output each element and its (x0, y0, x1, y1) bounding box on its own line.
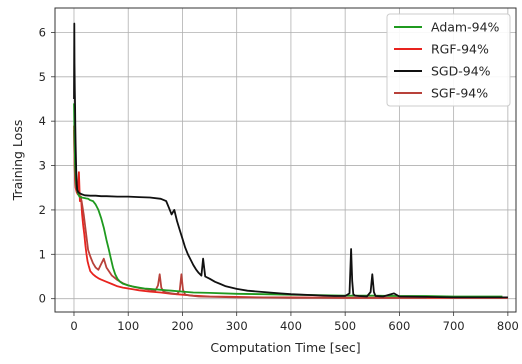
legend: Adam-94% RGF-94% SGD-94% SGF-94% (386, 13, 511, 107)
plot-frame (54, 7, 517, 313)
y-tick-label: 3 (39, 159, 46, 173)
y-tick-label: 1 (39, 247, 46, 261)
legend-label: Adam-94% (431, 20, 500, 35)
y-tick-label: 5 (39, 70, 46, 84)
x-tick-label: 300 (226, 319, 248, 333)
legend-label: SGF-94% (431, 86, 488, 101)
legend-label: SGD-94% (431, 64, 491, 79)
x-tick-label: 600 (388, 319, 410, 333)
ticks: 0 100 200 300 400 500 600 700 800 0 1 2 3 4 5 6 (39, 25, 519, 333)
legend-box (386, 13, 511, 107)
series-lines (73, 22, 508, 299)
grid (55, 8, 516, 312)
x-tick-label: 800 (497, 319, 519, 333)
x-axis-title: Computation Time [sec] (210, 340, 360, 355)
series-line-sgf-94- (73, 129, 427, 299)
x-tick-label: 100 (117, 319, 139, 333)
y-tick-label: 4 (39, 114, 46, 128)
x-tick-label: 200 (171, 319, 193, 333)
x-tick-label: 500 (334, 319, 356, 333)
y-axis-title: Training Loss (10, 120, 25, 202)
y-tick-label: 2 (39, 203, 46, 217)
x-tick-label: 700 (443, 319, 465, 333)
x-tick-label: 0 (70, 319, 77, 333)
series-line-sgd-94- (73, 22, 508, 299)
x-tick-label: 400 (280, 319, 302, 333)
legend-label: RGF-94% (431, 42, 489, 57)
y-tick-label: 6 (39, 25, 46, 39)
series-line-adam-94- (73, 103, 503, 298)
y-tick-label: 0 (39, 292, 46, 306)
